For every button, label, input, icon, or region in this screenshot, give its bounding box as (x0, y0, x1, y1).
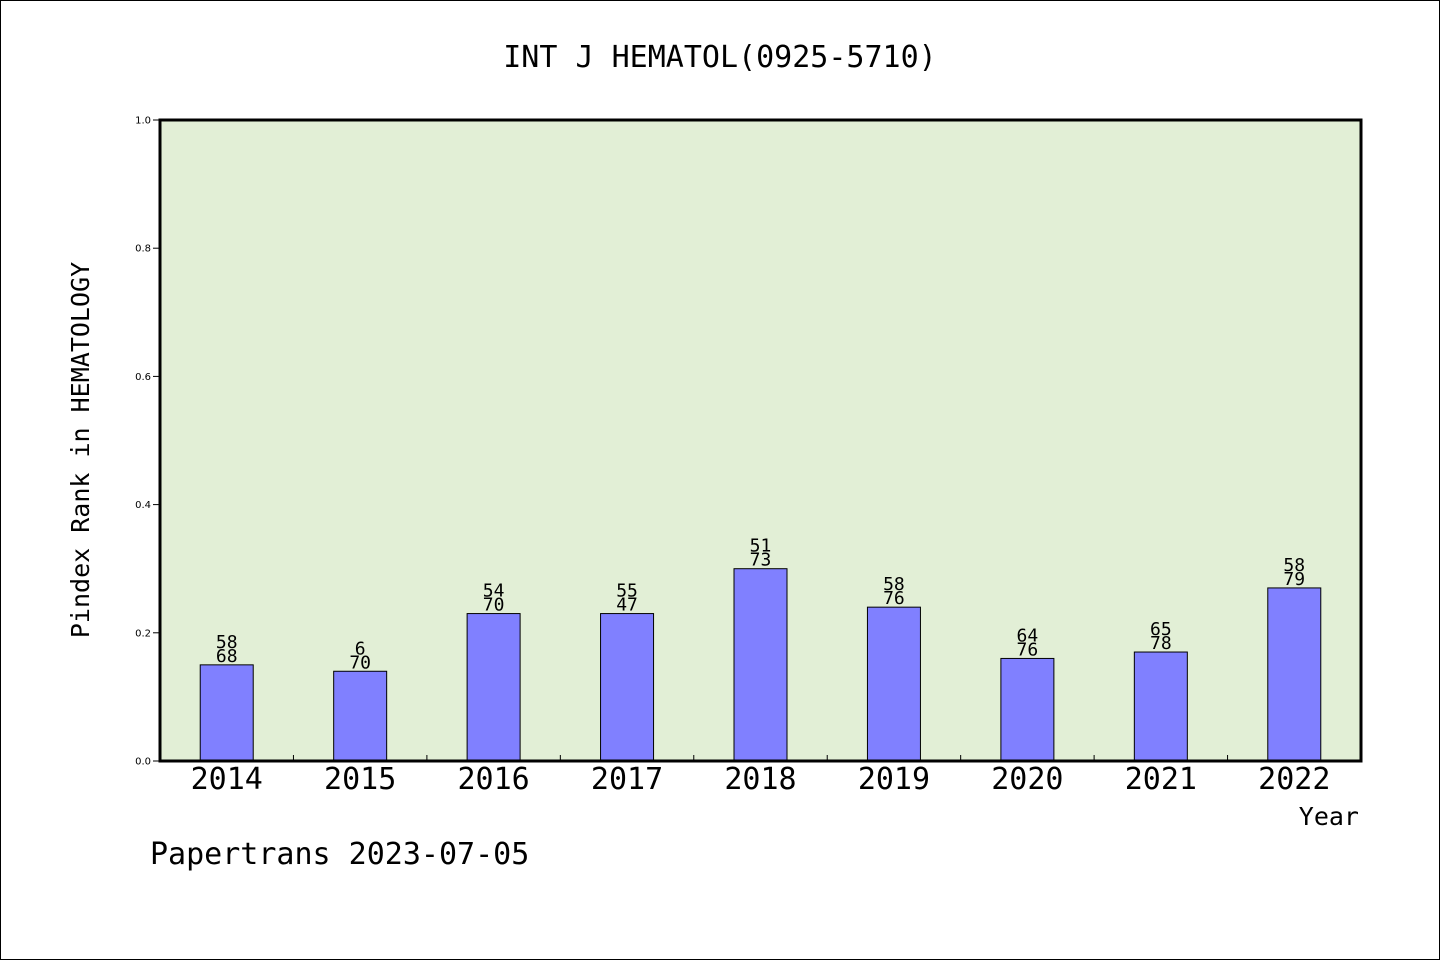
x-tick-label-2021: 2021 (1125, 762, 1197, 797)
data-label-2019-1: 58 (883, 574, 905, 595)
data-label-2016-1: 54 (483, 581, 505, 602)
x-tick-label-2022: 2022 (1258, 762, 1330, 797)
chart-title: INT J HEMATOL(0925-5710) (503, 40, 936, 75)
x-axis-ticks: 2014 2015 2016 2017 2018 2019 2020 2021 2022 (191, 755, 1330, 797)
y-tick-label-0.0: 0.0 (135, 757, 151, 768)
y-tick-label-0.6: 0.6 (135, 372, 151, 383)
x-tick-label-2015: 2015 (324, 762, 396, 797)
y-tick-label-0.8: 0.8 (135, 244, 151, 255)
bars (199, 568, 1322, 762)
x-tick-label-2016: 2016 (457, 762, 529, 797)
data-label-2014-1: 58 (216, 632, 238, 653)
data-label-2015-1: 6 (355, 638, 366, 659)
data-label-2016-2: 70 (483, 595, 505, 616)
data-label-2017-1: 55 (616, 581, 638, 602)
footer-credit: Papertrans 2023-07-05 (150, 837, 529, 872)
bar-2017 (600, 613, 655, 762)
data-label-2019-2: 76 (883, 588, 905, 609)
bar-2021 (1133, 651, 1188, 762)
data-label-2018-1: 51 (750, 536, 772, 557)
y-axis-label: Pindex Rank in HEMATOLOGY (66, 262, 95, 638)
y-tick-label-1.0: 1.0 (135, 116, 151, 127)
data-label-2021-2: 78 (1150, 633, 1172, 654)
data-label-2021-1: 65 (1150, 619, 1172, 640)
bar-2015 (333, 670, 388, 762)
bar-2016 (466, 613, 521, 762)
x-tick-label-2018: 2018 (724, 762, 796, 797)
data-label-2022-1: 58 (1283, 555, 1305, 576)
x-tick-label-2019: 2019 (858, 762, 930, 797)
x-axis-label: Year (1299, 802, 1359, 831)
x-tick-label-2017: 2017 (591, 762, 663, 797)
x-tick-label-2020: 2020 (991, 762, 1063, 797)
bar-2020 (1000, 657, 1055, 762)
bar-2022 (1267, 587, 1322, 762)
data-label-2022-2: 79 (1283, 569, 1305, 590)
x-tick-label-2014: 2014 (191, 762, 263, 797)
bar-2014 (199, 664, 254, 762)
y-tick-label-0.2: 0.2 (135, 628, 151, 639)
bar-2019 (866, 606, 921, 762)
data-label-2014-2: 68 (216, 646, 238, 667)
y-tick-label-0.4: 0.4 (135, 500, 151, 511)
bar-2018 (733, 568, 788, 762)
data-label-2020-2: 76 (1017, 639, 1039, 660)
y-axis-ticks: 0.0 0.2 0.4 0.6 0.8 1.0 (135, 116, 160, 768)
data-label-2015-2: 70 (349, 652, 371, 673)
data-label-2020-1: 64 (1017, 625, 1039, 646)
plot-border (158, 118, 1363, 763)
data-label-2018-2: 73 (750, 550, 772, 571)
data-label-2017-2: 47 (616, 595, 638, 616)
